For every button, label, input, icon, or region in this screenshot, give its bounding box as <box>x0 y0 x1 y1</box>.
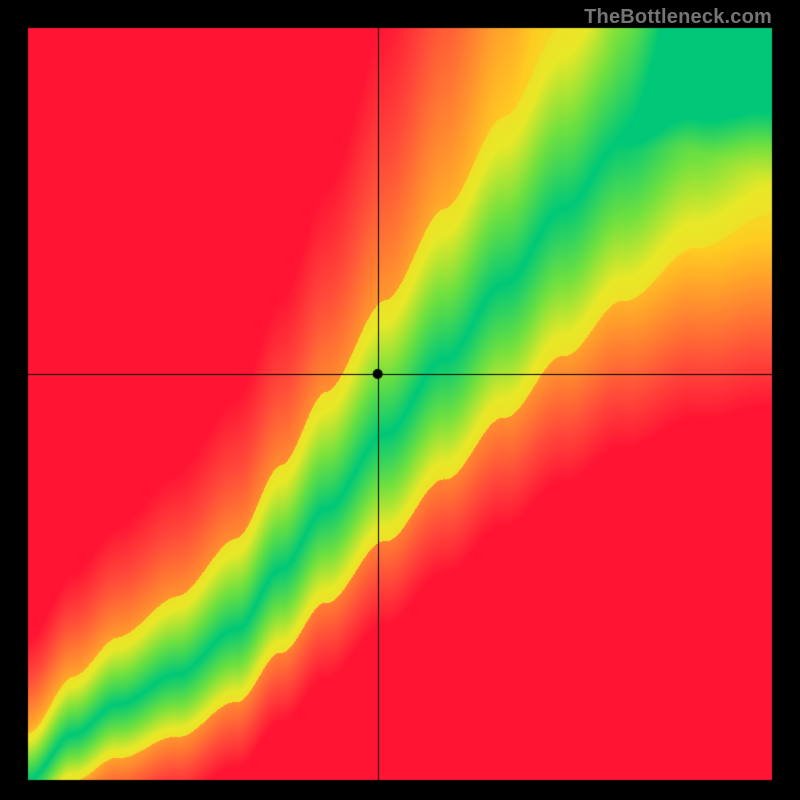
chart-container: TheBottleneck.com <box>0 0 800 800</box>
watermark-text: TheBottleneck.com <box>584 6 772 29</box>
heatmap-canvas <box>0 0 800 800</box>
